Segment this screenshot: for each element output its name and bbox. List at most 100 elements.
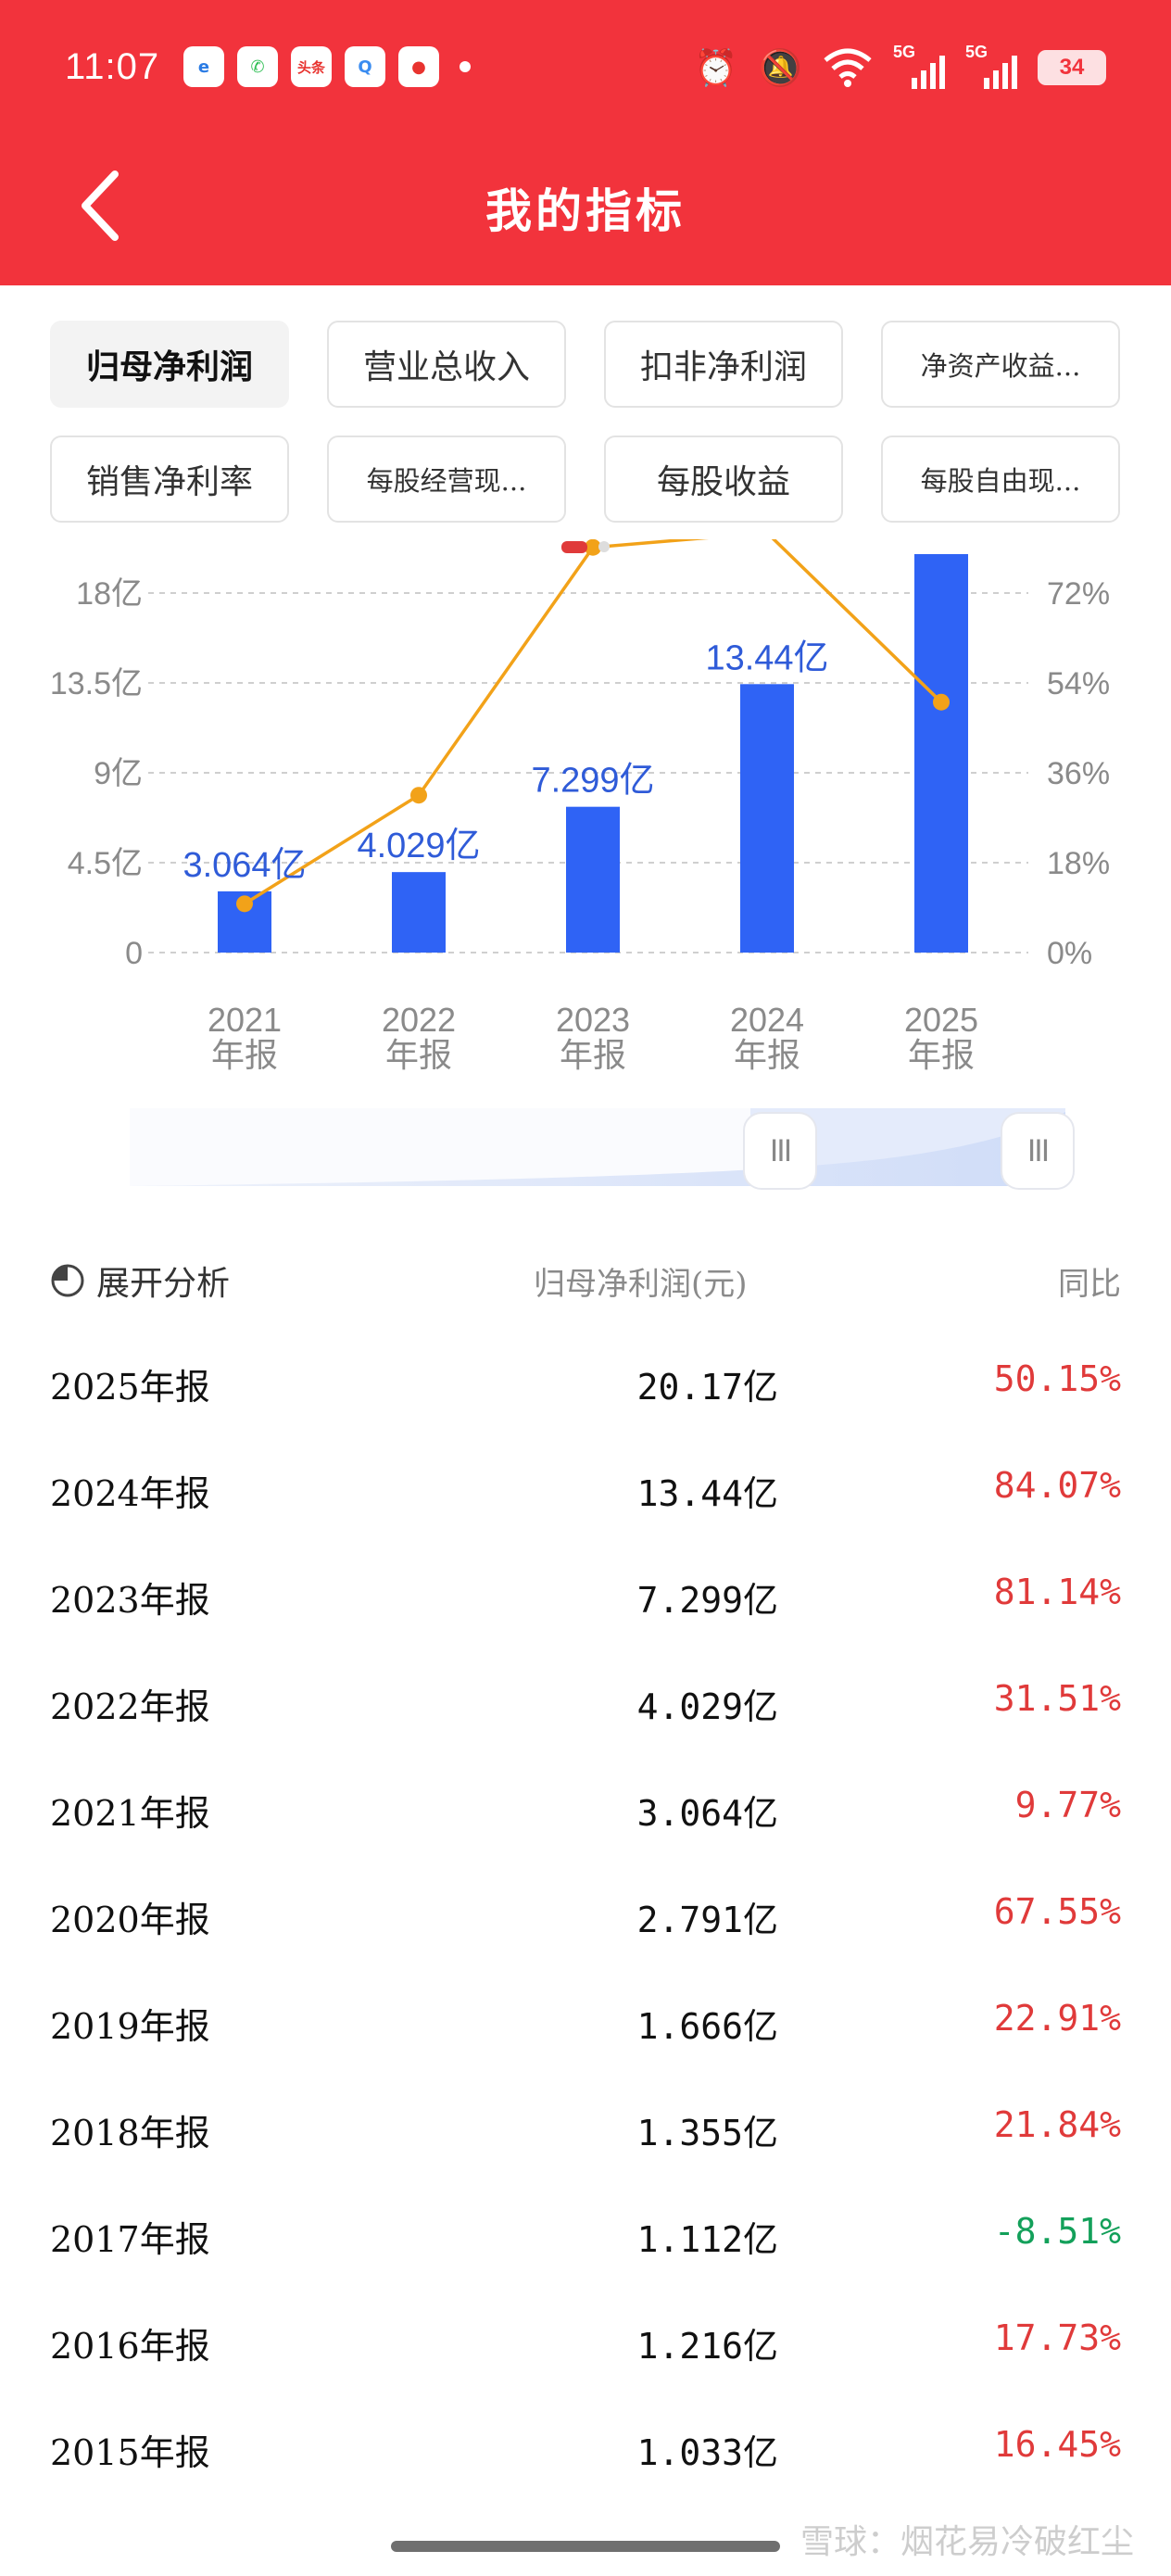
bar — [392, 872, 446, 953]
metric-tab-7[interactable]: 每股收益 — [604, 436, 843, 523]
browser-icon: e — [183, 46, 224, 87]
row-value: 3.064亿 — [636, 1793, 778, 1834]
range-slider-handle-start[interactable]: III — [743, 1112, 817, 1190]
metric-tab-8[interactable]: 每股自由现... — [881, 436, 1120, 523]
table-row[interactable]: 2019年报 1.666亿 22.91% — [0, 1981, 1171, 2065]
row-period: 2021年报 — [50, 1793, 210, 1834]
status-time: 11:07 — [65, 46, 160, 87]
x-axis-label: 年报 — [734, 1036, 800, 1074]
table-row[interactable]: 2018年报 1.355亿 21.84% — [0, 2088, 1171, 2171]
column-header-value: 归母净利润(元) — [534, 1266, 748, 1303]
legend-page-dot — [598, 541, 610, 552]
bar-data-label: 4.029亿 — [357, 827, 480, 865]
table-row[interactable]: 2021年报 3.064亿 9.77% — [0, 1768, 1171, 1851]
y-right-tick-label: 0% — [1047, 936, 1092, 971]
expand-analysis-label: 展开分析 — [96, 1265, 231, 1303]
range-slider-track[interactable] — [130, 1108, 1065, 1186]
battery-icon: 34 — [1038, 50, 1106, 85]
bar — [566, 806, 620, 953]
metric-tab-4[interactable]: 净资产收益... — [881, 321, 1120, 408]
pie-chart-icon — [51, 1264, 84, 1297]
signal-5g-icon-2: 5G — [965, 43, 1017, 89]
row-period: 2018年报 — [50, 2113, 210, 2153]
mute-icon: 🔕 — [758, 47, 802, 88]
row-period: 2023年报 — [50, 1580, 210, 1621]
watermark: 雪球：烟花易冷破红尘 — [800, 2523, 1134, 2561]
alarm-icon: ⏰ — [694, 47, 738, 88]
y-left-tick-label: 13.5亿 — [50, 666, 143, 701]
row-value: 7.299亿 — [636, 1580, 778, 1621]
row-yoy: 21.84% — [993, 2104, 1121, 2145]
metric-tab-1[interactable]: 归母净利润 — [50, 321, 289, 408]
y-left-tick-label: 4.5亿 — [68, 846, 143, 881]
bar — [740, 684, 794, 953]
metric-tab-6[interactable]: 每股经营现... — [327, 436, 566, 523]
table-row[interactable]: 2016年报 1.216亿 17.73% — [0, 2301, 1171, 2384]
row-period: 2019年报 — [50, 2006, 210, 2047]
x-axis-label: 2021 — [208, 1001, 282, 1039]
bar-data-label: 3.064亿 — [183, 846, 306, 885]
metric-tab-3[interactable]: 扣非净利润 — [604, 321, 843, 408]
notification-app-icons: e ✆ 头条 Q ● — [183, 46, 471, 87]
row-period: 2016年报 — [50, 2326, 210, 2367]
y-left-tick-label: 18亿 — [76, 576, 143, 612]
table-row[interactable]: 2017年报 1.112亿 -8.51% — [0, 2194, 1171, 2278]
bar-data-label: 13.44亿 — [705, 638, 828, 677]
row-value: 4.029亿 — [636, 1686, 778, 1727]
metric-tab-2[interactable]: 营业总收入 — [327, 321, 566, 408]
row-value: 13.44亿 — [636, 1473, 778, 1514]
row-yoy: 50.15% — [993, 1358, 1121, 1399]
chevron-left-icon — [82, 170, 119, 241]
expand-analysis-button[interactable]: 展开分析 — [50, 1256, 230, 1305]
row-value: 1.666亿 — [636, 2006, 778, 2047]
row-value: 1.033亿 — [636, 2432, 778, 2473]
metric-tab-5[interactable]: 销售净利率 — [50, 436, 289, 523]
row-yoy: 84.07% — [993, 1465, 1121, 1506]
yoy-point — [933, 693, 950, 711]
wifi-icon — [824, 48, 872, 87]
plot-area — [218, 539, 968, 953]
page-title: 我的指标 — [485, 183, 686, 238]
row-value: 1.216亿 — [636, 2326, 778, 2367]
x-axis-label: 2023 — [556, 1001, 630, 1039]
y-right-tick-label: 72% — [1047, 576, 1110, 612]
table-row[interactable]: 2015年报 1.033亿 16.45% — [0, 2407, 1171, 2491]
toutiao-icon: 头条 — [291, 46, 332, 87]
status-bar: 11:07 e ✆ 头条 Q ● ⏰ 🔕 5G 5G 34 — [0, 37, 1171, 102]
table-row[interactable]: 2024年报 13.44亿 84.07% — [0, 1448, 1171, 1532]
y-left-tick-label: 0 — [125, 936, 143, 971]
row-value: 1.112亿 — [636, 2219, 778, 2260]
table-row[interactable]: 2025年报 20.17亿 50.15% — [0, 1342, 1171, 1425]
yoy-point — [585, 539, 601, 556]
x-axis-label: 年报 — [211, 1036, 278, 1074]
y-right-tick-label: 36% — [1047, 756, 1110, 791]
x-axis-label: 2022 — [382, 1001, 456, 1039]
y-right-tick-label: 18% — [1047, 846, 1110, 881]
bar-data-label: 7.299亿 — [531, 762, 654, 801]
back-button[interactable] — [74, 169, 130, 243]
column-header-yoy: 同比 — [1058, 1266, 1121, 1303]
network-type-label: 5G — [965, 43, 988, 61]
row-yoy: 9.77% — [1014, 1785, 1121, 1825]
table-row[interactable]: 2022年报 4.029亿 31.51% — [0, 1661, 1171, 1745]
row-yoy: 17.73% — [993, 2317, 1121, 2358]
row-yoy: 81.14% — [993, 1572, 1121, 1612]
search-app-icon: Q — [345, 46, 385, 87]
row-yoy: 22.91% — [993, 1998, 1121, 2039]
row-period: 2015年报 — [50, 2432, 210, 2473]
legend-page-dot-active — [561, 541, 587, 553]
phone-icon: ✆ — [237, 46, 278, 87]
row-yoy: 67.55% — [993, 1891, 1121, 1932]
row-period: 2020年报 — [50, 1900, 210, 1940]
table-header: 展开分析 归母净利润(元) 同比 — [0, 1247, 1171, 1312]
x-axis-label: 2024 — [730, 1001, 804, 1039]
table-row[interactable]: 2023年报 7.299亿 81.14% — [0, 1555, 1171, 1638]
x-axis-label: 年报 — [908, 1036, 975, 1074]
row-period: 2025年报 — [50, 1367, 210, 1408]
home-indicator[interactable] — [391, 2541, 780, 2552]
x-axis-label: 年报 — [560, 1036, 626, 1074]
signal-5g-icon-1: 5G — [893, 43, 945, 89]
x-axis-label: 2025 — [904, 1001, 978, 1039]
table-row[interactable]: 2020年报 2.791亿 67.55% — [0, 1875, 1171, 1958]
range-slider-handle-end[interactable]: III — [1001, 1112, 1075, 1190]
